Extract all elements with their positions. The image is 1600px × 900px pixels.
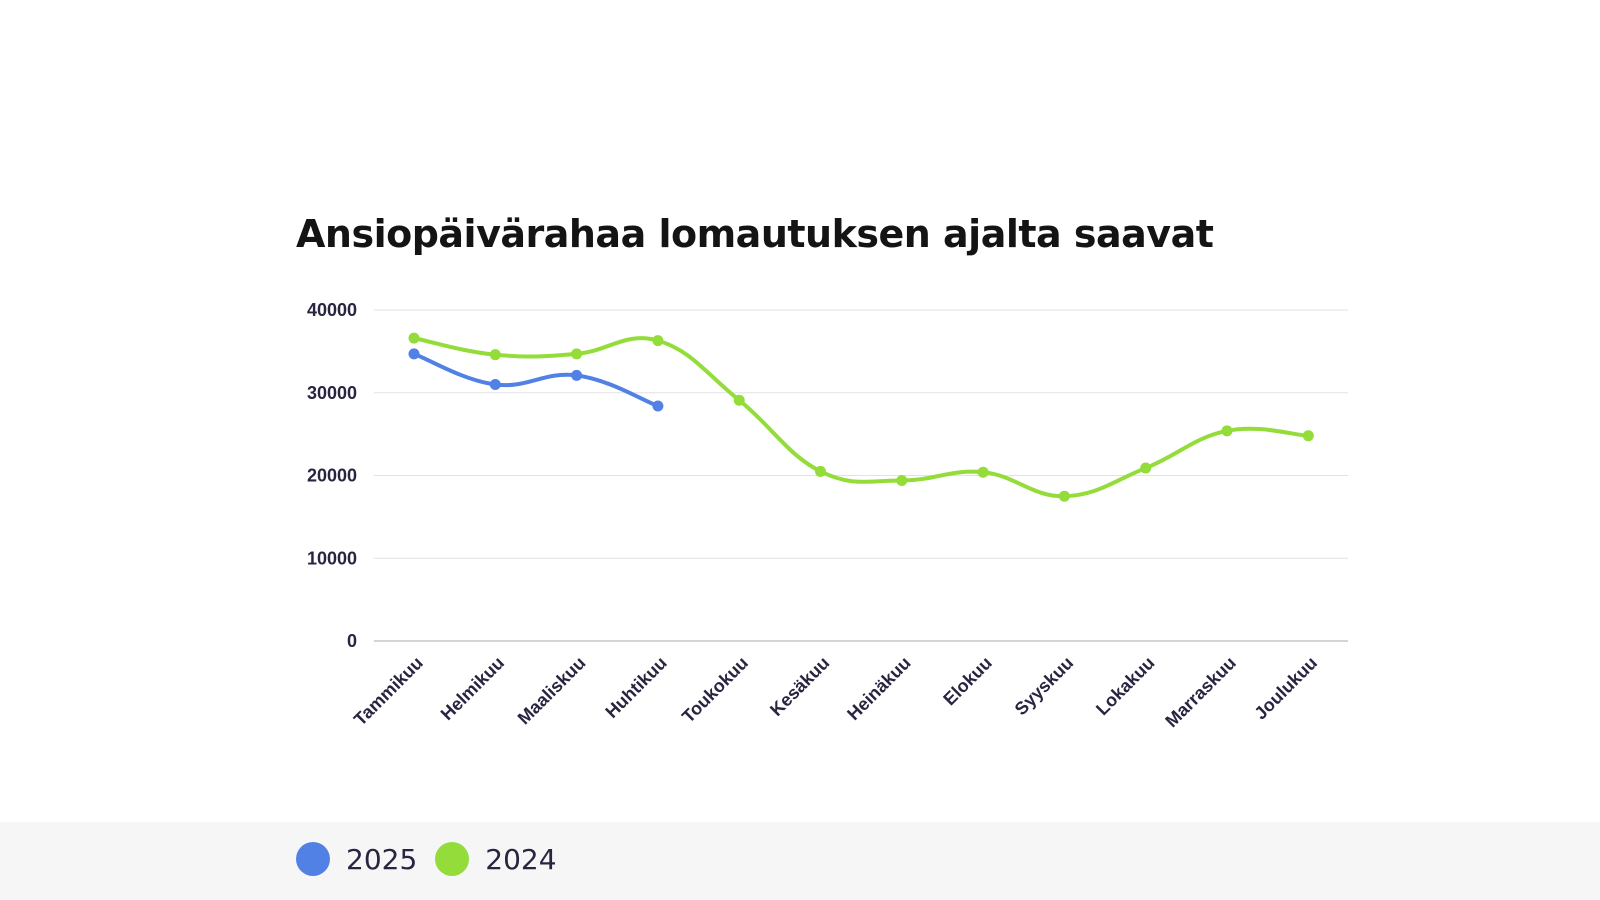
y-axis-ticks: 0 10000 20000 30000 40000 — [307, 300, 357, 651]
series-line-2025 — [412, 351, 660, 408]
x-tick-label: Tammikuu — [350, 653, 427, 730]
data-point-2024[interactable] — [977, 466, 989, 478]
data-point-2024[interactable] — [733, 394, 745, 406]
data-point-2024[interactable] — [896, 474, 908, 486]
legend-label-2025: 2025 — [346, 842, 418, 876]
y-tick-label: 20000 — [307, 466, 357, 486]
legend-item-2025[interactable]: 2025 — [296, 842, 417, 876]
grid-lines — [374, 309, 1348, 642]
x-tick-label: Huhtikuu — [601, 653, 670, 722]
x-tick-label: Heinäkuu — [843, 653, 914, 724]
x-tick-label: Marraskuu — [1161, 653, 1240, 732]
x-tick-label: Toukokuu — [678, 653, 752, 727]
x-tick-label: Elokuu — [939, 653, 996, 710]
data-point-2025[interactable] — [652, 400, 664, 412]
data-point-2024[interactable] — [1140, 462, 1152, 474]
x-axis-ticks: Tammikuu Helmikuu Maaliskuu Huhtikuu Toukoku… — [350, 653, 1321, 732]
data-point-2024[interactable] — [571, 348, 583, 360]
data-point-2024[interactable] — [1058, 490, 1070, 502]
y-tick-label: 30000 — [307, 383, 357, 403]
data-point-2024[interactable] — [1221, 425, 1233, 437]
data-point-2025[interactable] — [571, 369, 583, 381]
legend-dot-2024 — [435, 842, 470, 876]
data-point-2025[interactable] — [408, 348, 420, 360]
data-point-2025[interactable] — [489, 378, 501, 390]
legend: 2025 2024 — [296, 842, 575, 876]
x-tick-label: Lokakuu — [1092, 653, 1158, 719]
x-tick-label: Syyskuu — [1011, 653, 1078, 720]
data-point-2024[interactable] — [489, 349, 501, 361]
x-tick-label: Kesäkuu — [766, 653, 833, 720]
legend-item-2024[interactable]: 2024 — [435, 842, 557, 876]
legend-label-2024: 2024 — [485, 842, 557, 876]
chart-title: Ansiopäivärahaa lomautuksen ajalta saava… — [296, 212, 1214, 256]
series-lines — [408, 332, 1314, 502]
data-point-2024[interactable] — [815, 465, 826, 477]
y-tick-label: 0 — [347, 631, 357, 651]
x-tick-label: Joulukuu — [1250, 653, 1321, 724]
legend-dot-2025 — [296, 842, 330, 876]
data-point-2024[interactable] — [408, 332, 420, 344]
data-point-2024[interactable] — [652, 335, 664, 347]
legend-bar: 2025 2024 — [0, 822, 1600, 900]
data-point-2024[interactable] — [1302, 430, 1314, 442]
x-tick-label: Helmikuu — [437, 653, 508, 724]
y-tick-label: 40000 — [307, 300, 357, 320]
x-tick-label: Maaliskuu — [514, 653, 590, 729]
y-tick-label: 10000 — [307, 548, 357, 568]
series-line-2024 — [412, 336, 1311, 499]
